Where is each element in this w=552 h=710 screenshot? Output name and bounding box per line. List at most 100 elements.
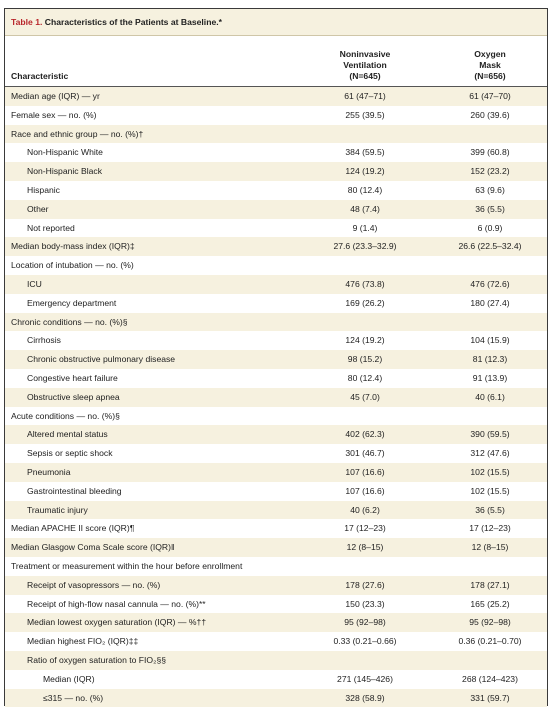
row-label: Median body-mass index (IQR)‡: [11, 241, 135, 252]
oxygen-mask-value: 61 (47–70): [469, 91, 511, 101]
oxygen-mask-value: 36 (5.5): [475, 504, 505, 515]
noninvasive-ventilation-value: 150 (23.3): [345, 598, 385, 609]
table-row: Other 48 (7.4) 36 (5.5): [5, 199, 547, 219]
table-row: Median lowest oxygen saturation (IQR) — …: [5, 613, 547, 633]
table-row: Non-Hispanic White 384 (59.5) 399 (60.8): [5, 143, 547, 162]
header-col1-line: Ventilation: [343, 60, 387, 70]
row-label: Non-Hispanic White: [27, 147, 103, 158]
row-label: Traumatic injury: [27, 504, 88, 515]
table-row: Median body-mass index (IQR)‡ 27.6 (23.3–…: [5, 237, 547, 257]
noninvasive-ventilation-value: 169 (26.2): [345, 297, 385, 308]
table-row: Traumatic injury 40 (6.2) 36 (5.5): [5, 500, 547, 520]
table-row: Median APACHE II score (IQR)¶ 17 (12–23) 1…: [5, 519, 547, 538]
table-number: Table 1.: [11, 17, 43, 27]
table-row: ≤315 — no. (%) 328 (58.9) 331 (59.7): [5, 688, 547, 708]
oxygen-mask-value: 26.6 (22.5–32.4): [458, 241, 522, 252]
table-row: Chronic conditions — no. (%)§: [5, 312, 547, 332]
oxygen-mask-value: 102 (15.5): [470, 466, 510, 477]
oxygen-mask-value: 331 (59.7): [470, 692, 510, 703]
row-label: Location of intubation — no. (%): [11, 260, 134, 271]
oxygen-mask-value: 312 (47.6): [470, 448, 510, 459]
header-col1-line: (N=645): [349, 71, 381, 81]
table-row: Hispanic 80 (12.4) 63 (9.6): [5, 181, 547, 200]
table-row: Median Glasgow Coma Scale score (IQR)‖ 12…: [5, 538, 547, 557]
row-label: ≤315 — no. (%): [43, 692, 104, 703]
oxygen-mask-value: 152 (23.2): [470, 166, 510, 177]
row-label: Hispanic: [27, 184, 60, 195]
noninvasive-ventilation-value: 27.6 (23.3–32.9): [333, 241, 397, 252]
row-label: Pneumonia: [27, 466, 71, 477]
noninvasive-ventilation-value: 402 (62.3): [345, 429, 385, 440]
noninvasive-ventilation-value: 40 (6.2): [350, 504, 380, 515]
noninvasive-ventilation-value: 124 (19.2): [345, 335, 385, 346]
header-oxygen-mask: Oxygen Mask (N=656): [435, 49, 545, 82]
table-row: Congestive heart failure 80 (12.4) 91 (13.…: [5, 369, 547, 388]
noninvasive-ventilation-value: 476 (73.8): [345, 278, 385, 289]
row-label: Median APACHE II score (IQR)¶: [11, 523, 135, 534]
table-frame: Table 1. Characteristics of the Patients…: [4, 8, 548, 708]
header-col2-line: Oxygen: [474, 49, 506, 59]
oxygen-mask-value: 36 (5.5): [475, 203, 505, 214]
table-row: Not reported 9 (1.4) 6 (0.9): [5, 219, 547, 238]
table-row: Non-Hispanic Black 124 (19.2) 152 (23.2): [5, 162, 547, 181]
header-characteristic: Characteristic: [11, 71, 69, 81]
row-label: Treatment or measurement within the hour…: [11, 560, 243, 571]
row-label: Chronic conditions — no. (%)§: [11, 316, 128, 327]
row-label: Other: [27, 203, 49, 214]
noninvasive-ventilation-value: 80 (12.4): [347, 372, 383, 383]
table-row: Gastrointestinal bleeding 107 (16.6) 102 (…: [5, 482, 547, 501]
table-row: Pneumonia 107 (16.6) 102 (15.5): [5, 462, 547, 482]
noninvasive-ventilation-value: 98 (15.2): [347, 354, 383, 365]
oxygen-mask-value: 178 (27.1): [470, 579, 510, 590]
oxygen-mask-value: 40 (6.1): [475, 391, 505, 402]
oxygen-mask-value: 260 (39.6): [470, 109, 510, 120]
row-label: Female sex — no. (%): [11, 109, 97, 120]
header-col1-line: Noninvasive: [339, 49, 391, 59]
oxygen-mask-value: 95 (92–98): [469, 617, 511, 628]
row-label: Non-Hispanic Black: [27, 166, 102, 177]
row-label: Receipt of high-flow nasal cannula — no.…: [27, 598, 206, 609]
oxygen-mask-value: 268 (124–423): [462, 673, 518, 684]
table-row: Median highest FIO₂ (IQR)‡‡ 0.33 (0.21–0.…: [5, 632, 547, 651]
oxygen-mask-value: 399 (60.8): [470, 147, 510, 158]
row-label: Altered mental status: [27, 429, 108, 440]
noninvasive-ventilation-value: 124 (19.2): [345, 166, 385, 177]
oxygen-mask-value: 476 (72.6): [470, 278, 510, 289]
table-row: Treatment or measurement within the hour…: [5, 557, 547, 576]
row-label: Median lowest oxygen saturation (IQR) — …: [27, 617, 207, 628]
oxygen-mask-value: 390 (59.5): [470, 429, 510, 440]
row-label: Acute conditions — no. (%)§: [11, 410, 120, 421]
row-label: Obstructive sleep apnea: [27, 391, 120, 402]
oxygen-mask-value: 0.36 (0.21–0.70): [458, 636, 522, 647]
table-title-text: Characteristics of the Patients at Basel…: [44, 17, 222, 27]
table-row: Cirrhosis 124 (19.2) 104 (15.9): [5, 331, 547, 350]
table-row: Female sex — no. (%) 255 (39.5) 260 (39.6): [5, 106, 547, 125]
oxygen-mask-value: 6 (0.9): [477, 222, 503, 233]
oxygen-mask-value: 12 (8–15): [471, 542, 509, 553]
noninvasive-ventilation-value: 45 (7.0): [350, 391, 380, 402]
header-noninvasive-ventilation: Noninvasive Ventilation (N=645): [310, 49, 420, 82]
oxygen-mask-value: 180 (27.4): [470, 297, 510, 308]
table-row: ICU 476 (73.8) 476 (72.6): [5, 274, 547, 294]
noninvasive-ventilation-value: 0.33 (0.21–0.66): [333, 636, 397, 647]
row-label: Gastrointestinal bleeding: [27, 485, 122, 496]
row-label: Congestive heart failure: [27, 372, 118, 383]
oxygen-mask-value: 63 (9.6): [475, 184, 505, 195]
noninvasive-ventilation-value: 328 (58.9): [345, 692, 385, 703]
noninvasive-ventilation-value: 271 (145–426): [337, 673, 393, 684]
row-label: Median (IQR): [43, 673, 95, 684]
oxygen-mask-value: 81 (12.3): [472, 354, 508, 365]
noninvasive-ventilation-value: 95 (92–98): [344, 617, 386, 628]
noninvasive-ventilation-value: 12 (8–15): [346, 542, 384, 553]
row-label: Ratio of oxygen saturation to FIO₂§§: [27, 654, 167, 665]
row-label: Median age (IQR) — yr: [11, 91, 100, 101]
oxygen-mask-value: 102 (15.5): [470, 485, 510, 496]
table-row: Altered mental status 402 (62.3) 390 (59.5…: [5, 425, 547, 445]
noninvasive-ventilation-value: 107 (16.6): [345, 485, 385, 496]
table-row: Sepsis or septic shock 301 (46.7) 312 (47.…: [5, 444, 547, 463]
row-label: ICU: [27, 278, 42, 289]
table-row: Chronic obstructive pulmonary disease 98 …: [5, 350, 547, 369]
row-label: Median highest FIO₂ (IQR)‡‡: [27, 636, 139, 647]
table-row: Ratio of oxygen saturation to FIO₂§§: [5, 650, 547, 670]
noninvasive-ventilation-value: 80 (12.4): [347, 184, 383, 195]
